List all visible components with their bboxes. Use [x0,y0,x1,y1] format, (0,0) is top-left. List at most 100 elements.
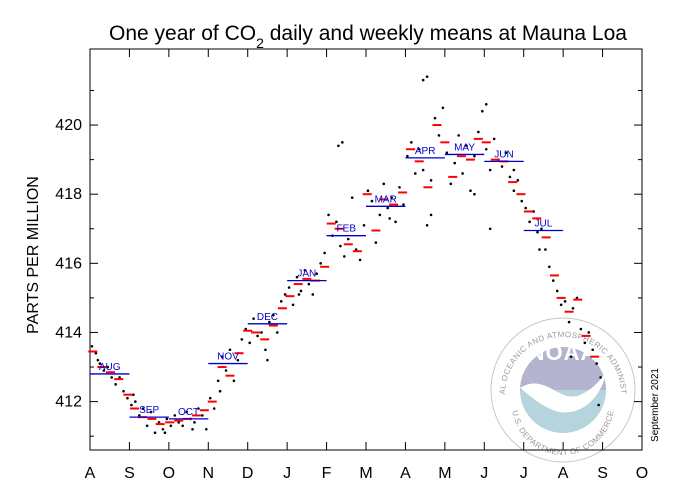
daily-point [126,396,129,400]
daily-point [98,362,102,365]
daily-point [224,369,228,372]
y-axis-label: PARTS PER MILLION [25,176,42,334]
daily-point [473,154,476,158]
daily-point [516,179,520,182]
daily-point [350,196,354,199]
daily-point [597,403,600,407]
daily-point [201,414,204,417]
daily-point [484,103,488,106]
daily-point [508,175,512,179]
daily-point [538,248,541,251]
daily-point [193,421,196,424]
daily-point [394,220,397,224]
daily-point [299,289,303,293]
daily-point [106,365,110,369]
daily-point [544,248,547,251]
daily-point [337,144,340,148]
logo-bird [520,372,606,413]
daily-point [161,427,165,431]
daily-point [512,168,516,172]
daily-point [177,421,181,424]
daily-point [236,358,240,362]
daily-point [134,400,137,403]
daily-point [354,248,358,251]
daily-point [382,182,386,186]
daily-point [157,421,161,424]
daily-point [169,424,173,428]
daily-point [173,414,177,417]
x-tick-label: A [558,465,569,482]
daily-point [469,189,472,193]
x-tick-label: M [359,465,372,482]
daily-point [417,147,421,151]
daily-point [410,141,413,144]
x-tick-label: A [400,465,411,482]
daily-point [339,244,342,248]
monthly-mean-label: MAR [375,194,397,205]
daily-point [291,303,295,307]
x-tick-label: M [438,465,451,482]
monthly-mean-label: SEP [139,405,159,416]
daily-point [551,279,555,282]
daily-point [481,109,484,113]
daily-point [205,427,208,431]
daily-point [504,151,508,155]
monthly-mean-label: APR [415,146,436,157]
x-tick-label: D [242,465,254,482]
daily-point [388,217,391,220]
daily-point [165,417,169,421]
daily-point [264,348,267,352]
daily-point [287,286,291,289]
x-tick-label: S [124,465,135,482]
daily-point [96,358,100,362]
daily-point [315,272,319,275]
y-tick-label: 414 [55,324,82,341]
logo-wordmark: NOAA [529,340,598,365]
daily-point [500,165,504,168]
monthly-mean-label: NOV [217,352,239,363]
daily-point [536,230,539,234]
daily-point [275,331,279,334]
daily-point [311,293,315,296]
daily-point [421,78,425,82]
daily-point [433,116,437,120]
daily-point [248,341,251,345]
daily-point [390,196,393,199]
monthly-mean-label: OCT [178,407,199,418]
daily-point [303,268,307,272]
y-tick-label: 418 [55,186,82,203]
daily-point [457,134,460,137]
daily-point [453,161,457,165]
daily-point [132,393,135,396]
x-tick-label: J [520,465,528,482]
daily-point [465,144,468,148]
daily-point [118,376,121,379]
daily-point [191,427,194,431]
daily-point [484,147,488,151]
daily-point [548,265,551,269]
monthly-mean-label: DEC [257,312,278,323]
monthly-mean-label: JUL [535,218,553,229]
logo-sky [520,347,606,390]
x-tick-label: F [322,465,332,482]
daily-point [295,275,299,279]
y-tick-label: 420 [55,117,82,134]
daily-point [583,341,587,345]
daily-point [346,237,350,241]
daily-point [323,251,326,255]
daily-point [540,227,543,231]
daily-point [563,300,567,303]
axis-ticks: 412 414 416 418 420 A S O N D J F M A M J J A S O [55,49,648,482]
y-tick-label: 416 [55,255,82,272]
daily-point [370,199,374,203]
daily-point [216,379,220,383]
daily-point [137,414,141,417]
daily-point [341,141,344,144]
daily-point [366,189,370,193]
chart-title: One year of CO2 daily and weekly means a… [109,22,627,51]
daily-point [343,255,346,258]
daily-point [279,300,283,303]
daily-point [512,189,516,193]
daily-point [567,320,571,324]
